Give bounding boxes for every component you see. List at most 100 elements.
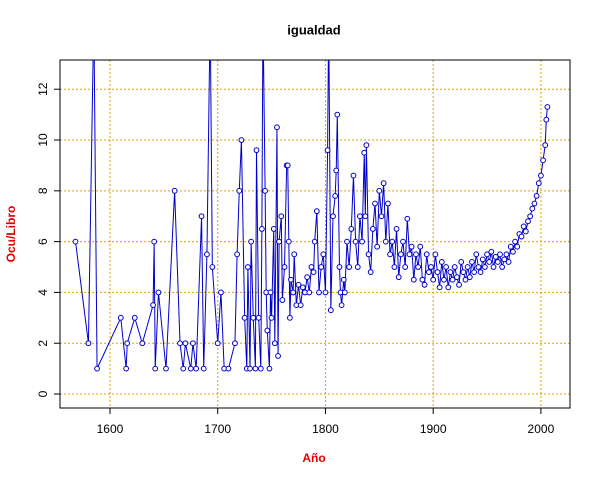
data-point: [308, 264, 315, 270]
data-point: [225, 365, 232, 372]
data-point: [484, 251, 490, 258]
data-point: [286, 314, 293, 321]
data-point: [266, 365, 273, 372]
data-point: [310, 269, 317, 276]
data-point: [505, 259, 512, 265]
data-point: [372, 200, 378, 207]
data-point: [180, 365, 187, 372]
data-point: [376, 187, 383, 194]
data-point: [253, 147, 260, 154]
data-point: [518, 233, 525, 240]
y-tick-label: 0: [36, 390, 50, 397]
data-point: [276, 238, 283, 245]
data-point: [410, 276, 417, 283]
data-point: [464, 264, 471, 270]
data-point: [91, 11, 96, 16]
data-point: [278, 213, 285, 220]
data-point: [473, 251, 480, 258]
data-point: [281, 264, 288, 270]
data-point: [341, 289, 348, 296]
data-point: [512, 238, 518, 245]
data-point: [155, 289, 162, 296]
data-point: [361, 149, 368, 156]
data-point: [274, 124, 280, 131]
data-point: [338, 302, 345, 309]
data-point: [333, 167, 340, 174]
data-point: [531, 200, 538, 207]
data-point: [177, 340, 183, 347]
data-point: [236, 187, 243, 194]
data-point: [507, 243, 514, 250]
data-point: [248, 238, 255, 245]
data-point: [208, 11, 213, 16]
x-tick-label: 1900: [420, 422, 447, 436]
data-point: [471, 269, 478, 276]
data-point: [285, 238, 292, 245]
data-point: [313, 208, 320, 215]
data-point: [438, 259, 445, 265]
data-point: [209, 264, 216, 270]
data-point: [290, 289, 297, 296]
y-tick-label: 8: [36, 187, 50, 194]
data-point: [469, 259, 475, 265]
data-point: [486, 259, 493, 265]
data-point: [382, 238, 389, 245]
data-point: [404, 215, 411, 222]
data-point: [460, 269, 467, 276]
data-point: [117, 314, 124, 321]
data-point: [533, 192, 540, 199]
data-point: [288, 276, 294, 283]
y-tick-label: 6: [36, 238, 50, 245]
data-point: [430, 276, 437, 283]
data-point: [291, 251, 298, 258]
data-point: [538, 172, 544, 179]
data-point: [262, 187, 269, 194]
data-point: [462, 276, 469, 283]
data-point: [198, 213, 205, 220]
data-point: [267, 289, 274, 296]
data-point: [131, 314, 138, 321]
data-point: [327, 307, 334, 314]
data-point: [150, 302, 156, 309]
data-point: [270, 226, 277, 232]
y-tick-label: 4: [36, 289, 50, 296]
data-point: [393, 226, 400, 232]
data-point: [257, 365, 264, 372]
data-point: [535, 180, 542, 187]
data-point: [365, 251, 372, 258]
data-point: [200, 365, 207, 372]
data-point: [434, 269, 441, 276]
data-point: [520, 223, 527, 230]
data-point: [214, 340, 221, 347]
data-point: [415, 264, 421, 270]
data-point: [299, 284, 306, 291]
data-point: [322, 289, 329, 296]
data-point: [389, 238, 396, 245]
y-tick-label: 10: [36, 133, 50, 147]
data-point: [336, 264, 343, 270]
chart-title: igualdad: [287, 22, 341, 37]
data-point: [340, 276, 347, 283]
data-point: [306, 289, 313, 296]
data-point: [503, 251, 510, 258]
plot-frame: [59, 59, 571, 409]
data-point: [397, 251, 404, 258]
data-point: [408, 243, 415, 250]
data-point: [304, 274, 311, 281]
data-point: [255, 314, 262, 321]
data-point: [324, 147, 331, 154]
data-point: [163, 365, 169, 372]
data-point: [466, 274, 473, 281]
x-tick-label: 1800: [312, 422, 339, 436]
data-point: [428, 264, 434, 270]
x-tick-label: 2000: [528, 422, 555, 436]
data-point: [425, 269, 432, 276]
data-point: [540, 157, 546, 164]
data-point: [419, 276, 426, 283]
data-point: [295, 281, 302, 288]
data-point: [374, 243, 381, 250]
data-point: [352, 238, 359, 245]
data-point: [123, 365, 130, 372]
data-point: [413, 251, 419, 258]
